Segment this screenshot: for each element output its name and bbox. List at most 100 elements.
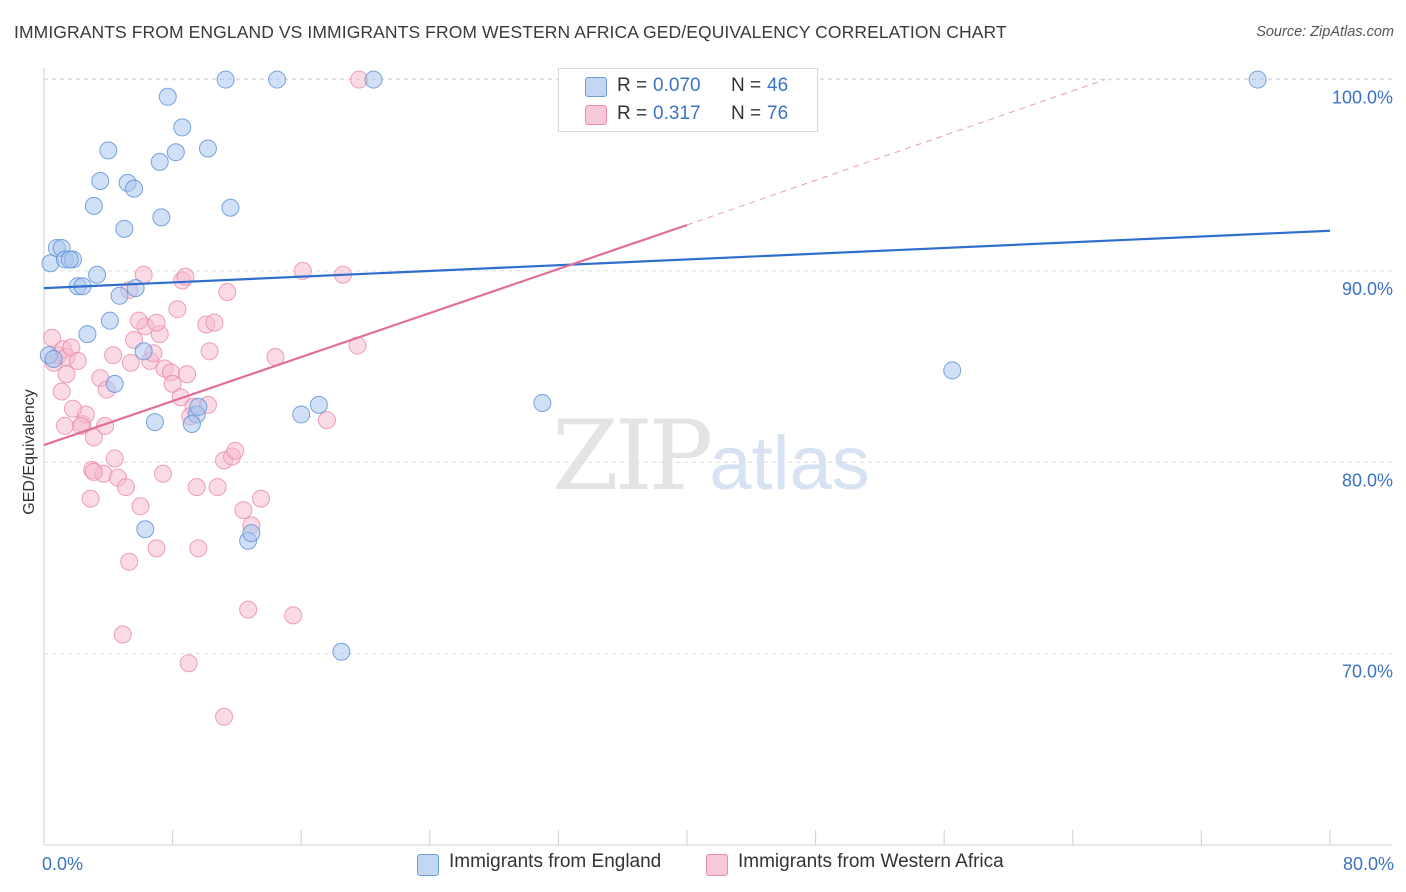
data-point [216, 70, 235, 89]
data-point [134, 342, 153, 361]
data-point [105, 374, 124, 393]
data-point [150, 152, 169, 171]
trend-lines [43, 79, 1331, 447]
n-value: 46 [767, 75, 789, 96]
western-africa-swatch [585, 105, 607, 125]
western-africa-legend-label: Immigrants from Western Africa [738, 851, 1004, 872]
y-axis-label: GED/Equivalency [21, 389, 38, 515]
data-point [152, 208, 171, 227]
data-point [104, 346, 123, 365]
data-point [126, 279, 145, 298]
data-point [91, 171, 110, 190]
data-point [205, 313, 224, 332]
data-point [68, 351, 87, 370]
data-point [115, 219, 134, 238]
data-point [136, 520, 155, 539]
data-point [105, 449, 124, 468]
r-label: R = [617, 103, 648, 124]
western-africa-trend-line [43, 223, 688, 447]
data-point [943, 361, 962, 380]
legend-item-western-africa[interactable]: Immigrants from Western Africa [706, 851, 1004, 876]
data-point [268, 70, 287, 89]
data-point [120, 552, 139, 571]
data-point [284, 606, 303, 625]
data-point [158, 87, 177, 106]
data-point [179, 654, 198, 673]
data-point [1248, 70, 1267, 89]
data-point [125, 179, 144, 198]
data-point [200, 342, 219, 361]
england-legend-swatch [417, 854, 439, 876]
data-point [100, 311, 119, 330]
r-label: R = [617, 75, 648, 96]
western-africa-trend-extension [686, 79, 1106, 226]
data-point [43, 328, 62, 347]
data-point [226, 441, 245, 460]
stats-legend: R = 0.070 N = 46 R = 0.317 N = 76 [558, 68, 818, 132]
data-point [168, 300, 187, 319]
data-point [166, 143, 185, 162]
axes [43, 68, 1392, 846]
data-point [173, 118, 192, 137]
data-point [293, 261, 312, 280]
data-point [129, 311, 148, 330]
data-point [147, 313, 166, 332]
data-point [131, 497, 150, 516]
data-point [60, 250, 79, 269]
england-legend-label: Immigrants from England [449, 851, 662, 872]
legend-item-england[interactable]: Immigrants from England [417, 851, 662, 876]
data-point [99, 141, 118, 160]
n-label: N = [731, 75, 762, 96]
r-value: 0.070 [653, 75, 701, 96]
data-point [84, 196, 103, 215]
data-point [84, 462, 103, 481]
stats-row-western-africa: R = 0.317 N = 76 [559, 100, 817, 128]
data-point [317, 411, 336, 430]
data-point [57, 365, 76, 384]
data-point [218, 282, 237, 301]
y-tick-label: 70.0% [1342, 662, 1393, 682]
y-tick-label: 80.0% [1342, 470, 1393, 490]
data-point [533, 393, 552, 412]
y-tick-label: 90.0% [1342, 279, 1393, 299]
r-value: 0.317 [653, 103, 701, 124]
data-point [55, 416, 74, 435]
data-point [81, 489, 100, 508]
stats-row-england: R = 0.070 N = 46 [559, 72, 817, 100]
x-tick-label: 0.0% [42, 854, 83, 874]
data-point [110, 286, 129, 305]
data-point [221, 198, 240, 217]
n-label: N = [731, 103, 762, 124]
series-western-africa-points [43, 70, 582, 726]
data-point [178, 365, 197, 384]
data-point [252, 489, 271, 508]
watermark: ZIPatlas [552, 400, 870, 512]
y-tick-label: 100.0% [1332, 88, 1393, 108]
data-point [113, 625, 132, 644]
data-point [234, 501, 253, 520]
data-point [88, 265, 107, 284]
data-point [63, 399, 82, 418]
chart-title: IMMIGRANTS FROM ENGLAND VS IMMIGRANTS FR… [14, 22, 1007, 42]
data-point [52, 382, 71, 401]
data-point [121, 353, 140, 372]
data-point [187, 478, 206, 497]
data-point [116, 478, 135, 497]
data-point [44, 349, 63, 368]
data-point [147, 539, 166, 558]
western-africa-legend-swatch [706, 854, 728, 876]
data-point [125, 330, 144, 349]
n-value: 76 [767, 103, 789, 124]
data-point [182, 415, 201, 434]
source-credit: Source: ZipAtlas.com [1256, 24, 1394, 40]
england-trend-line [43, 229, 1331, 290]
data-point [215, 707, 234, 726]
data-point [189, 397, 208, 416]
data-point [163, 374, 182, 393]
watermark-atlas: atlas [709, 421, 870, 506]
data-point [242, 524, 261, 543]
data-point [239, 600, 258, 619]
data-point [309, 395, 328, 414]
x-tick-label: 80.0% [1343, 854, 1394, 874]
